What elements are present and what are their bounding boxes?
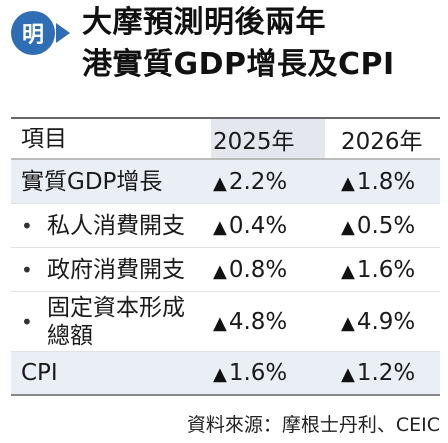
up-triangle-icon: ▲	[213, 260, 227, 282]
up-triangle-icon: ▲	[341, 364, 355, 385]
up-triangle-icon: ▲	[341, 260, 355, 282]
value-2026: 0.5%	[356, 212, 416, 239]
header-2026: 2026年	[341, 128, 423, 155]
value-2025: 4.8%	[228, 308, 288, 335]
value-2026: 4.9%	[356, 308, 416, 335]
forecast-table: 項目 2025年 2026年 實質GDP增長 ▲2.2% ▲1.8% • 私人消…	[11, 117, 440, 396]
value-2025: 1.6%	[228, 360, 288, 386]
bullet-icon: •	[21, 213, 33, 238]
ming-pao-logo-icon: 明	[11, 11, 55, 55]
row-label: CPI	[21, 360, 58, 386]
table-row: • 政府消費開支 ▲0.8% ▲1.6%	[11, 248, 440, 292]
up-triangle-icon: ▲	[213, 312, 227, 334]
value-2026: 1.6%	[356, 256, 416, 283]
table-row: 實質GDP增長 ▲2.2% ▲1.8%	[11, 160, 440, 204]
row-label: 私人消費開支	[47, 212, 185, 239]
row-label-line-2: 總額	[47, 322, 93, 349]
row-label: 政府消費開支	[47, 256, 185, 283]
table-row: • 固定資本形成 總額 ▲4.8% ▲4.9%	[11, 292, 440, 352]
up-triangle-icon: ▲	[213, 216, 227, 238]
up-triangle-icon: ▲	[341, 216, 355, 238]
title-line-1: 大摩預測明後兩年	[82, 5, 326, 40]
bullet-icon: •	[21, 309, 33, 334]
value-2026: 1.2%	[356, 360, 416, 386]
logo-glyph: 明	[21, 22, 44, 48]
up-triangle-icon: ▲	[213, 364, 227, 385]
table-row: • 私人消費開支 ▲0.4% ▲0.5%	[11, 204, 440, 248]
title-line-2: 港實質GDP增長及CPI	[82, 47, 395, 82]
page-title: 大摩預測明後兩年 港實質GDP增長及CPI	[82, 2, 395, 86]
up-triangle-icon: ▲	[341, 312, 355, 334]
header-item: 項目	[21, 125, 67, 152]
row-label: 固定資本形成 總額	[47, 294, 185, 350]
bullet-icon: •	[21, 257, 33, 282]
value-2025: 0.4%	[228, 212, 288, 239]
row-label-line-1: 固定資本形成	[47, 294, 185, 321]
table-header-row: 項目 2025年 2026年	[11, 117, 440, 160]
value-2026: 1.8%	[356, 168, 416, 195]
up-triangle-icon: ▲	[213, 172, 227, 194]
logo-arrow-icon	[56, 23, 70, 43]
row-label: 實質GDP增長	[21, 168, 163, 195]
up-triangle-icon: ▲	[341, 172, 355, 194]
source-note: 資料來源：摩根士丹利、CEIC	[186, 414, 440, 436]
value-2025: 0.8%	[228, 256, 288, 283]
header-2025: 2025年	[211, 119, 325, 158]
value-2025: 2.2%	[228, 168, 288, 195]
table-row: CPI ▲1.6% ▲1.2%	[11, 352, 440, 396]
